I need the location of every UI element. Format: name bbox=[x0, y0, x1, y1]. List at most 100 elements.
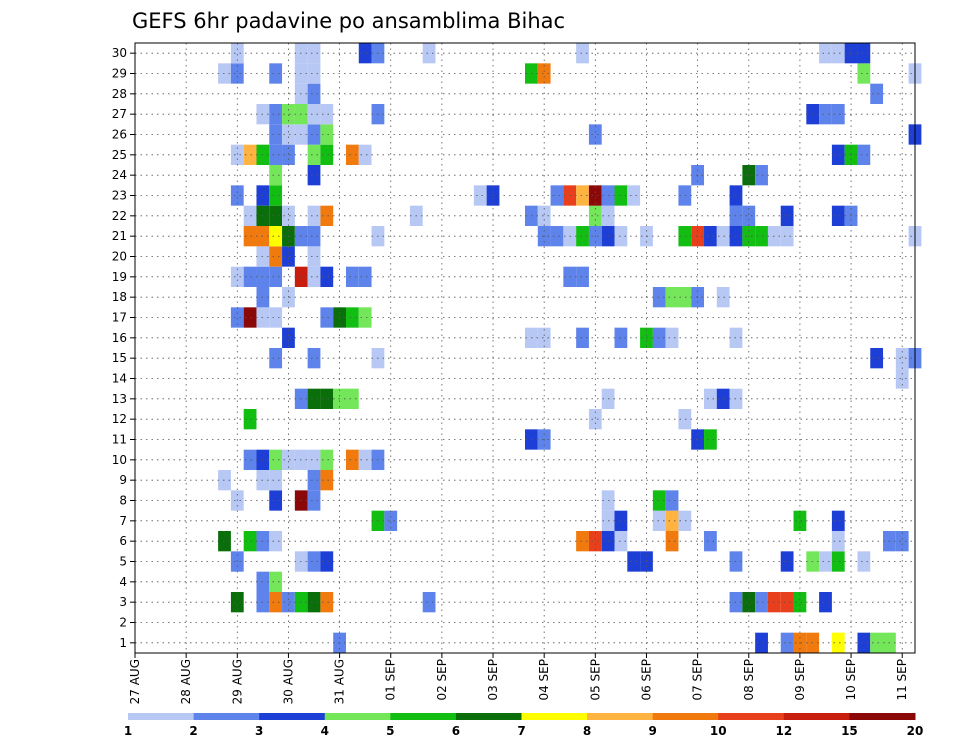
heatmap-cell bbox=[230, 43, 244, 64]
heatmap-cell bbox=[307, 348, 321, 369]
heatmap-cell bbox=[665, 490, 679, 511]
plot-frame bbox=[134, 42, 916, 654]
heatmap-cell bbox=[716, 388, 730, 409]
heatmap-cell bbox=[230, 63, 244, 84]
heatmap-cell bbox=[320, 104, 334, 125]
heatmap-cell bbox=[358, 449, 372, 470]
x-tick-label: 11 SEP bbox=[895, 659, 909, 701]
heatmap-cell bbox=[243, 409, 257, 430]
x-tick-label: 06 SEP bbox=[639, 659, 653, 701]
heatmap-cell bbox=[345, 266, 359, 287]
heatmap-cell bbox=[358, 266, 372, 287]
x-tick-label: 08 SEP bbox=[742, 659, 756, 701]
heatmap-cell bbox=[665, 287, 679, 308]
heatmap-cell bbox=[307, 205, 321, 226]
heatmap-cell bbox=[678, 510, 692, 531]
heatmap-cell bbox=[307, 388, 321, 409]
heatmap-cell bbox=[269, 185, 283, 206]
heatmap-cell bbox=[755, 592, 768, 613]
colorbar-segment bbox=[521, 713, 588, 720]
y-tick-label: 12 bbox=[112, 412, 127, 426]
heatmap-cell bbox=[537, 205, 551, 226]
heatmap-cell bbox=[243, 531, 257, 552]
heatmap-cell bbox=[652, 287, 666, 308]
colorbar-segment bbox=[587, 713, 654, 720]
heatmap-cell bbox=[243, 144, 257, 165]
y-tick-label: 1 bbox=[119, 636, 127, 650]
heatmap-cell bbox=[218, 63, 231, 84]
heatmap-cell bbox=[704, 226, 717, 247]
heatmap-cell bbox=[831, 104, 845, 125]
y-tick-label: 24 bbox=[112, 168, 127, 182]
heatmap-cell bbox=[384, 510, 398, 531]
heatmap-cell bbox=[588, 531, 602, 552]
heatmap-cell bbox=[243, 266, 257, 287]
y-tick-label: 27 bbox=[112, 107, 127, 121]
heatmap-cell bbox=[320, 144, 334, 165]
heatmap-cell bbox=[857, 632, 871, 653]
heatmap-cell bbox=[665, 327, 679, 348]
heatmap-cell bbox=[282, 144, 295, 165]
heatmap-cell bbox=[576, 531, 589, 552]
heatmap-cell bbox=[243, 205, 257, 226]
heatmap-cell bbox=[550, 226, 564, 247]
heatmap-cell bbox=[345, 144, 359, 165]
heatmap-cell bbox=[665, 531, 679, 552]
heatmap-cell bbox=[704, 429, 717, 450]
x-tick-label: 09 SEP bbox=[793, 659, 807, 701]
y-axis-ticks: 1234567891011121314151617181920212223242… bbox=[112, 46, 135, 650]
heatmap-cell bbox=[895, 531, 909, 552]
colorbar-segment bbox=[390, 713, 457, 720]
heatmap-cell bbox=[307, 144, 321, 165]
heatmap-cell bbox=[614, 327, 628, 348]
heatmap-cell bbox=[550, 185, 564, 206]
heatmap-cell bbox=[614, 226, 628, 247]
heatmap-cell bbox=[269, 205, 283, 226]
heatmap-cell bbox=[614, 531, 628, 552]
y-tick-label: 8 bbox=[119, 494, 127, 508]
y-tick-label: 21 bbox=[112, 229, 127, 243]
heatmap-cell bbox=[780, 226, 794, 247]
y-tick-label: 5 bbox=[119, 555, 127, 569]
heatmap-cell bbox=[269, 226, 283, 247]
y-tick-label: 6 bbox=[119, 534, 127, 548]
y-tick-label: 25 bbox=[112, 148, 127, 162]
colorbar-segment bbox=[455, 713, 522, 720]
heatmap-cell bbox=[358, 43, 372, 64]
heatmap-cell bbox=[780, 205, 794, 226]
heatmap-cell bbox=[345, 388, 359, 409]
heatmap-cell bbox=[614, 185, 628, 206]
y-tick-label: 28 bbox=[112, 87, 127, 101]
heatmap-cell bbox=[320, 307, 334, 328]
heatmap-cell bbox=[307, 470, 321, 491]
colorbar-segment bbox=[718, 713, 785, 720]
heatmap-cell bbox=[307, 551, 321, 572]
heatmap-cell bbox=[780, 592, 794, 613]
heatmap-cell bbox=[678, 226, 692, 247]
colorbar-label: 10 bbox=[710, 724, 727, 738]
heatmap-cell bbox=[307, 43, 321, 64]
heatmap-cell bbox=[307, 63, 321, 84]
heatmap-cell bbox=[831, 510, 845, 531]
y-tick-label: 11 bbox=[112, 433, 127, 447]
heatmap-cell bbox=[269, 104, 283, 125]
heatmap-cell bbox=[307, 165, 321, 186]
heatmap-cell bbox=[358, 144, 372, 165]
heatmap-cell bbox=[588, 185, 602, 206]
y-tick-label: 10 bbox=[112, 453, 127, 467]
colorbar-label: 4 bbox=[321, 724, 329, 738]
heatmap-cell bbox=[320, 592, 334, 613]
heatmap-cell bbox=[269, 124, 283, 145]
heatmap-cell bbox=[831, 144, 845, 165]
heatmap-cell bbox=[870, 632, 884, 653]
chart-title: GEFS 6hr padavine po ansamblima Bihac bbox=[132, 9, 565, 33]
x-tick-label: 10 SEP bbox=[844, 659, 858, 701]
heatmap-cell bbox=[640, 327, 653, 348]
heatmap-cell bbox=[704, 388, 717, 409]
heatmap-cell bbox=[358, 307, 372, 328]
colorbar-segment bbox=[783, 713, 850, 720]
heatmap-cell bbox=[307, 83, 321, 104]
heatmap-cell bbox=[422, 592, 436, 613]
heatmap-cell bbox=[282, 327, 295, 348]
y-tick-label: 26 bbox=[112, 128, 127, 142]
